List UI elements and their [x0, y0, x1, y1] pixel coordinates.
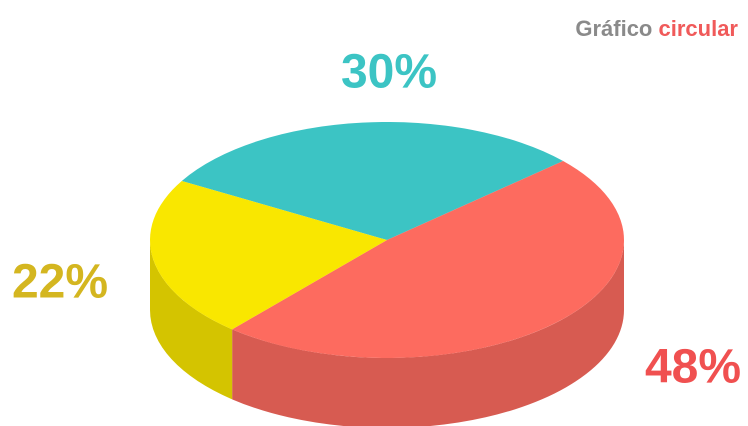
- slice-side: [150, 240, 233, 400]
- chart-title: Gráfico circular: [575, 16, 738, 41]
- slice: [232, 161, 624, 358]
- data-label: 22%: [12, 256, 108, 309]
- title-part: circular: [659, 16, 739, 41]
- slice-side: [232, 240, 624, 426]
- data-label: 30%: [341, 46, 437, 99]
- slice: [150, 181, 387, 330]
- title-part: Gráfico: [575, 16, 652, 41]
- data-label: 48%: [645, 341, 741, 394]
- slice: [181, 122, 564, 240]
